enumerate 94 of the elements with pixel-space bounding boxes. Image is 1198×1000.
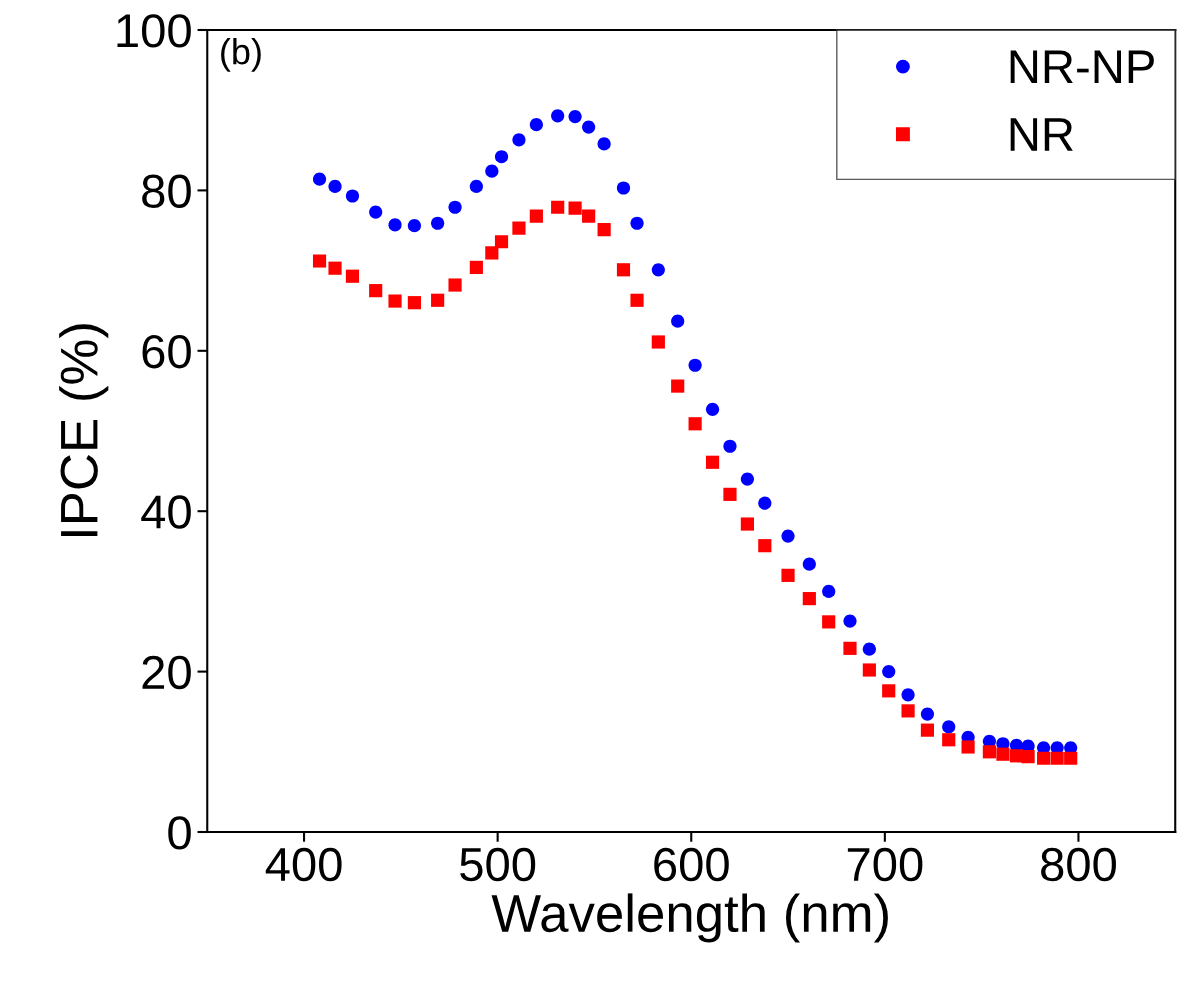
point bbox=[688, 358, 702, 372]
point bbox=[328, 179, 342, 193]
point bbox=[920, 707, 935, 721]
point bbox=[651, 335, 665, 349]
point bbox=[901, 688, 915, 702]
point bbox=[758, 496, 772, 510]
point bbox=[431, 216, 445, 230]
x-tick-label: 600 bbox=[654, 847, 729, 882]
point bbox=[1021, 750, 1035, 764]
point bbox=[901, 704, 915, 718]
point bbox=[651, 263, 665, 277]
point bbox=[597, 223, 611, 237]
point bbox=[1009, 749, 1024, 763]
point bbox=[630, 293, 644, 307]
legend-label: NR-NP bbox=[1010, 50, 1154, 84]
point bbox=[942, 720, 956, 734]
point bbox=[781, 568, 795, 582]
point bbox=[862, 642, 876, 656]
point bbox=[512, 133, 526, 147]
point bbox=[942, 733, 956, 747]
point bbox=[597, 137, 611, 151]
point bbox=[882, 665, 896, 679]
point bbox=[407, 296, 421, 310]
point bbox=[996, 747, 1010, 761]
point bbox=[448, 278, 462, 292]
point bbox=[671, 379, 685, 393]
y-tick-label: 20 bbox=[142, 655, 191, 690]
point bbox=[312, 254, 327, 268]
y-tick-label: 40 bbox=[141, 495, 191, 529]
point bbox=[723, 439, 737, 453]
point bbox=[512, 221, 526, 235]
point bbox=[568, 110, 582, 124]
point bbox=[582, 209, 596, 223]
point bbox=[843, 641, 857, 655]
point bbox=[802, 592, 816, 606]
annotation: (b) bbox=[221, 38, 261, 72]
point bbox=[469, 179, 483, 193]
point bbox=[582, 120, 596, 134]
point bbox=[705, 455, 720, 469]
point bbox=[369, 284, 383, 298]
point bbox=[485, 246, 499, 260]
y-tick-label: 100 bbox=[117, 14, 191, 48]
y-tick-label: 60 bbox=[142, 334, 191, 369]
point bbox=[616, 263, 631, 277]
point bbox=[688, 417, 702, 431]
point bbox=[1064, 751, 1078, 765]
point bbox=[758, 539, 772, 553]
point bbox=[388, 218, 402, 232]
point bbox=[448, 200, 462, 214]
point bbox=[822, 615, 836, 629]
point bbox=[740, 517, 754, 531]
point bbox=[616, 181, 631, 195]
point bbox=[345, 269, 360, 283]
point bbox=[1050, 751, 1064, 765]
x-tick-label: 800 bbox=[1041, 847, 1116, 882]
point bbox=[822, 584, 836, 598]
point bbox=[469, 260, 483, 274]
y-axis-title: IPCE (%) bbox=[59, 324, 109, 537]
point bbox=[312, 172, 327, 186]
point bbox=[551, 200, 565, 214]
point bbox=[328, 261, 342, 275]
point bbox=[388, 294, 402, 308]
point bbox=[802, 557, 816, 571]
point bbox=[494, 150, 509, 164]
point bbox=[705, 402, 720, 416]
point bbox=[882, 684, 896, 698]
point bbox=[407, 219, 421, 233]
x-tick-label: 500 bbox=[460, 847, 536, 882]
point bbox=[843, 614, 857, 628]
point bbox=[630, 216, 644, 230]
point bbox=[740, 472, 754, 486]
point bbox=[494, 235, 509, 249]
point bbox=[529, 209, 543, 223]
point bbox=[551, 109, 565, 123]
y-tick-label: 80 bbox=[142, 174, 191, 208]
point bbox=[1037, 751, 1051, 765]
point bbox=[345, 189, 360, 203]
x-tick-label: 700 bbox=[847, 847, 923, 882]
legend-label: NR bbox=[1010, 118, 1073, 151]
point bbox=[369, 205, 383, 219]
point bbox=[723, 487, 737, 501]
x-tick-label: 400 bbox=[265, 847, 342, 882]
y-tick-label: 0 bbox=[168, 816, 191, 850]
x-axis-title: Wavelength (nm) bbox=[491, 893, 888, 943]
point bbox=[920, 723, 935, 737]
point bbox=[862, 663, 876, 677]
point bbox=[781, 529, 795, 543]
point bbox=[431, 293, 445, 307]
point bbox=[982, 745, 996, 759]
point bbox=[671, 314, 685, 328]
point bbox=[529, 118, 543, 132]
point bbox=[568, 201, 582, 215]
point bbox=[961, 740, 975, 754]
point bbox=[485, 164, 499, 178]
